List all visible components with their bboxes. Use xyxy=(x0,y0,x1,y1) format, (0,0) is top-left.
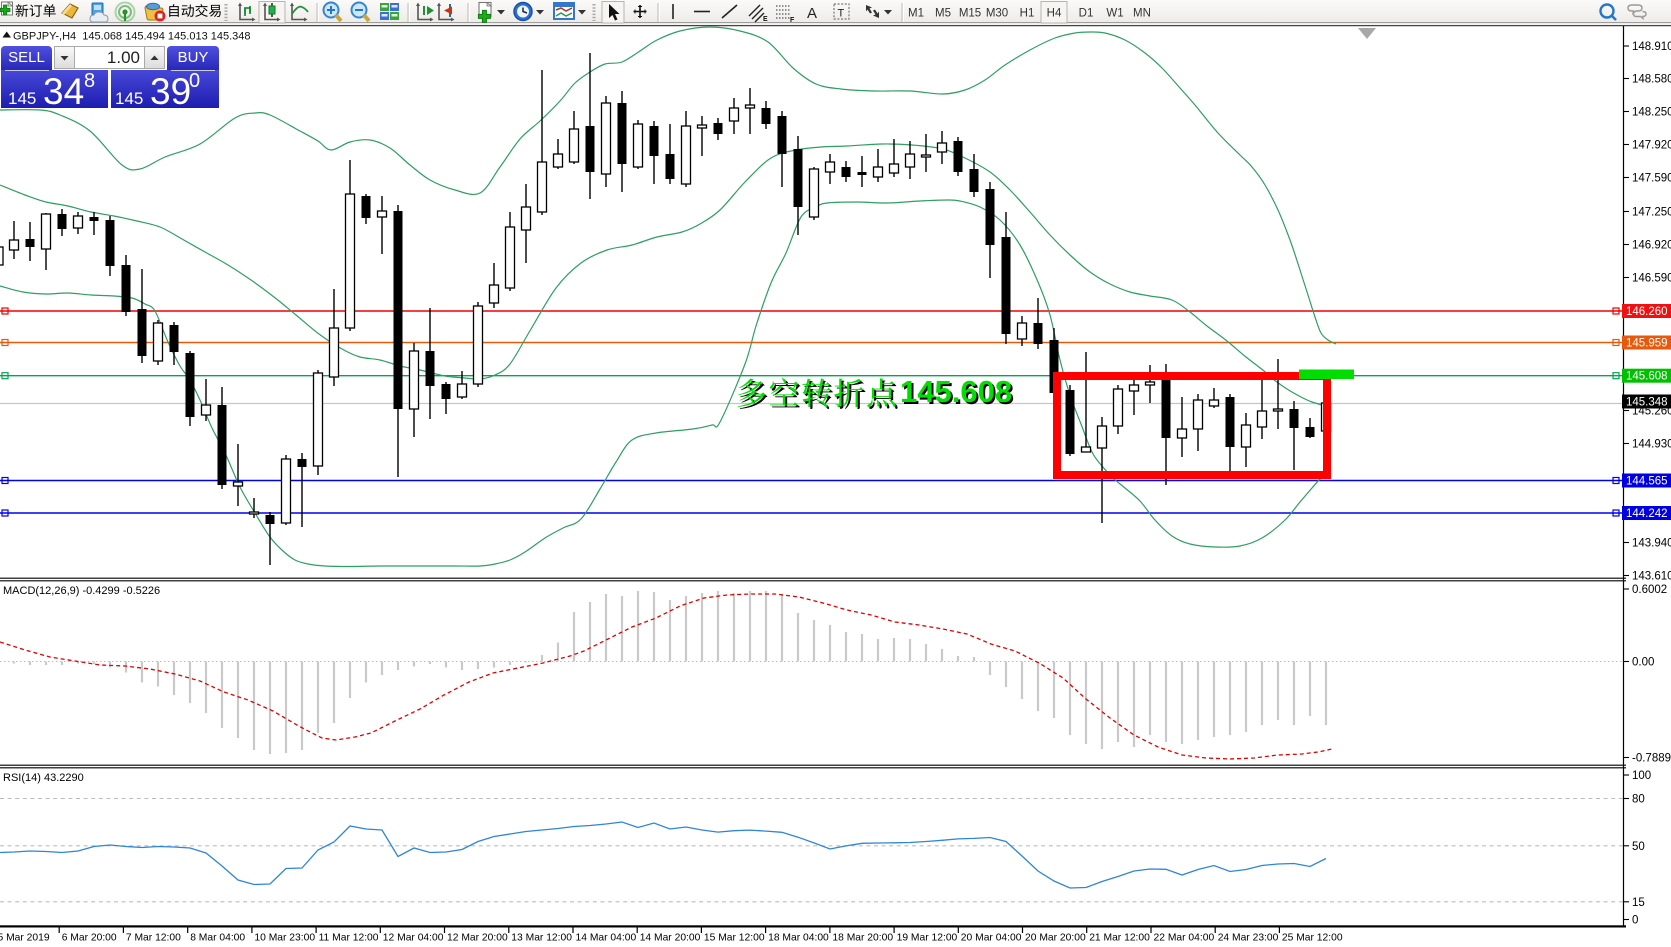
svg-text:10 Mar 23:00: 10 Mar 23:00 xyxy=(254,933,315,944)
svg-text:148.580: 148.580 xyxy=(1632,74,1671,86)
svg-text:19 Mar 12:00: 19 Mar 12:00 xyxy=(897,933,958,944)
svg-text:146.260: 146.260 xyxy=(1626,306,1668,318)
svg-text:MACD(12,26,9) -0.4299 -0.5226: MACD(12,26,9) -0.4299 -0.5226 xyxy=(3,585,160,597)
svg-text:147.920: 147.920 xyxy=(1632,140,1671,152)
svg-text:M30: M30 xyxy=(986,8,1008,20)
svg-text:0.6002: 0.6002 xyxy=(1632,584,1667,596)
svg-text:F: F xyxy=(790,17,795,24)
svg-text:145.608: 145.608 xyxy=(900,374,1012,409)
svg-text:D1: D1 xyxy=(1079,8,1094,20)
svg-text:148.910: 148.910 xyxy=(1632,41,1671,53)
svg-text:A: A xyxy=(807,5,817,22)
svg-text:5 Mar 2019: 5 Mar 2019 xyxy=(0,933,50,944)
svg-text:15: 15 xyxy=(1632,897,1645,909)
svg-text:143.610: 143.610 xyxy=(1632,571,1671,583)
svg-text:-0.7889: -0.7889 xyxy=(1632,753,1671,765)
svg-text:145.608: 145.608 xyxy=(1626,371,1668,383)
svg-text:20 Mar 04:00: 20 Mar 04:00 xyxy=(961,933,1022,944)
svg-text:T: T xyxy=(838,8,845,20)
svg-text:H1: H1 xyxy=(1020,8,1035,20)
svg-text:12 Mar 20:00: 12 Mar 20:00 xyxy=(447,933,508,944)
svg-text:145.348: 145.348 xyxy=(1626,397,1668,409)
svg-text:13 Mar 12:00: 13 Mar 12:00 xyxy=(511,933,572,944)
svg-text:20 Mar 20:00: 20 Mar 20:00 xyxy=(1025,933,1086,944)
svg-text:145.608: 145.608 xyxy=(902,376,1014,411)
svg-text:25 Mar 12:00: 25 Mar 12:00 xyxy=(1282,933,1343,944)
svg-text:H4: H4 xyxy=(1047,8,1062,20)
svg-text:18 Mar 04:00: 18 Mar 04:00 xyxy=(768,933,829,944)
svg-text:M1: M1 xyxy=(908,8,924,20)
svg-text:0.00: 0.00 xyxy=(1632,657,1654,669)
svg-text:M5: M5 xyxy=(935,8,951,20)
svg-text:14 Mar 04:00: 14 Mar 04:00 xyxy=(576,933,637,944)
svg-text:RSI(14) 43.2290: RSI(14) 43.2290 xyxy=(3,772,84,784)
svg-text:E: E xyxy=(763,16,768,23)
svg-text:M15: M15 xyxy=(959,8,981,20)
svg-text:144.930: 144.930 xyxy=(1632,439,1671,451)
svg-text:144.242: 144.242 xyxy=(1626,508,1668,520)
svg-text:146.920: 146.920 xyxy=(1632,240,1671,252)
svg-text:148.250: 148.250 xyxy=(1632,107,1671,119)
svg-text:18 Mar 20:00: 18 Mar 20:00 xyxy=(832,933,893,944)
svg-text:147.250: 147.250 xyxy=(1632,207,1671,219)
svg-text:144.565: 144.565 xyxy=(1626,476,1668,488)
svg-text:14 Mar 20:00: 14 Mar 20:00 xyxy=(640,933,701,944)
svg-text:22 Mar 04:00: 22 Mar 04:00 xyxy=(1154,933,1215,944)
svg-text:147.590: 147.590 xyxy=(1632,173,1671,185)
svg-text:12 Mar 04:00: 12 Mar 04:00 xyxy=(383,933,444,944)
svg-text:11 Mar 12:00: 11 Mar 12:00 xyxy=(319,933,379,944)
svg-text:24 Mar 23:00: 24 Mar 23:00 xyxy=(1218,933,1279,944)
svg-text:W1: W1 xyxy=(1106,8,1123,20)
svg-text:MN: MN xyxy=(1133,8,1151,20)
svg-text:21 Mar 12:00: 21 Mar 12:00 xyxy=(1089,933,1150,944)
svg-text:143.940: 143.940 xyxy=(1632,538,1671,550)
svg-text:146.590: 146.590 xyxy=(1632,273,1671,285)
svg-text:80: 80 xyxy=(1632,794,1645,806)
svg-text:6 Mar 20:00: 6 Mar 20:00 xyxy=(62,933,117,944)
svg-text:0: 0 xyxy=(1632,915,1638,927)
svg-text:145.959: 145.959 xyxy=(1626,338,1668,350)
svg-text:GBPJPY-,H4 145.068 145.494 14: GBPJPY-,H4 145.068 145.494 145.013 145.3… xyxy=(13,31,251,43)
svg-text:15 Mar 12:00: 15 Mar 12:00 xyxy=(704,933,765,944)
svg-text:7 Mar 12:00: 7 Mar 12:00 xyxy=(126,933,181,944)
svg-text:8 Mar 04:00: 8 Mar 04:00 xyxy=(190,933,245,944)
svg-text:50: 50 xyxy=(1632,841,1645,853)
svg-text:100: 100 xyxy=(1632,770,1651,782)
